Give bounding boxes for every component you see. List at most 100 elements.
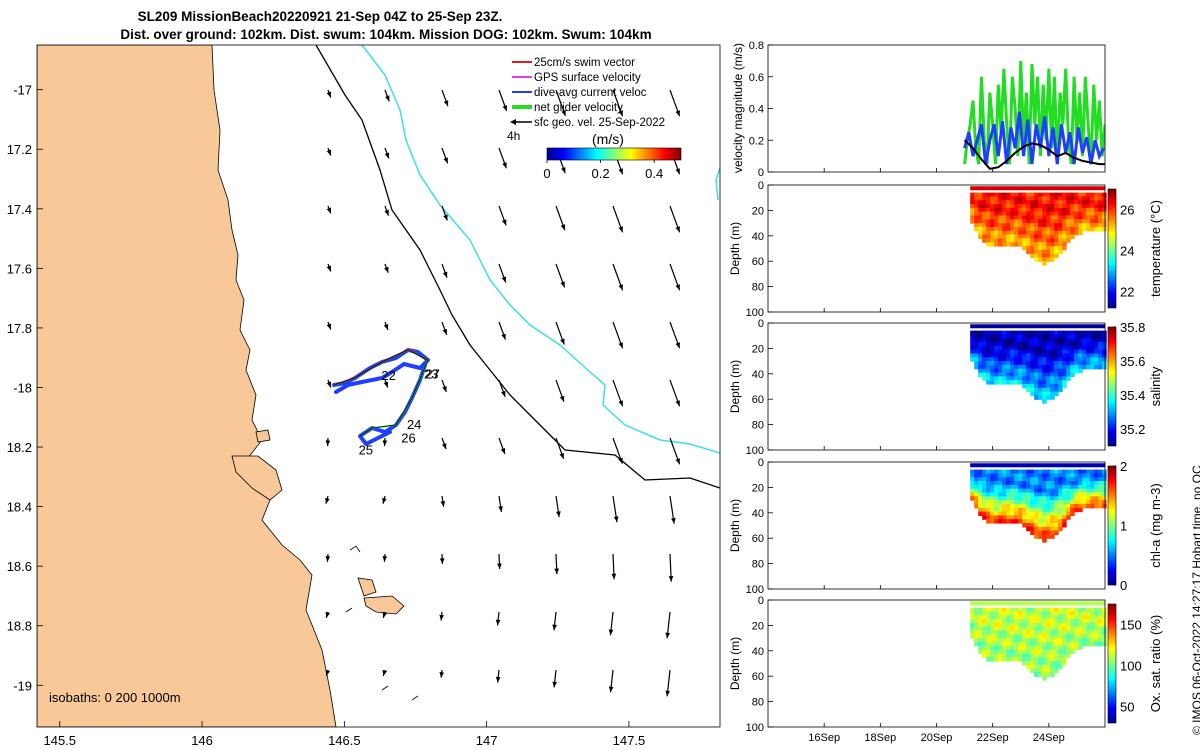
section-cell — [1074, 226, 1079, 232]
section-cell — [1022, 207, 1027, 213]
section-cell — [982, 223, 987, 228]
section-cell — [974, 349, 979, 355]
section-cell — [1030, 192, 1035, 198]
section-cell — [1014, 607, 1019, 613]
section-cell — [1034, 534, 1039, 539]
section-cell — [1050, 500, 1055, 505]
section-cell — [1058, 622, 1063, 628]
section-cell — [1026, 477, 1031, 482]
section-cell — [1066, 492, 1071, 497]
section-cell — [1026, 634, 1031, 639]
section-cell — [1046, 630, 1051, 635]
section-cell — [970, 196, 975, 201]
section-cell — [1018, 645, 1023, 651]
section-cell — [1094, 330, 1099, 336]
section-cell — [1058, 234, 1063, 239]
section-cell — [1030, 526, 1035, 532]
section-cell — [998, 481, 1003, 486]
section-cell — [1094, 200, 1099, 205]
section-cell — [998, 349, 1003, 355]
section-cell — [1014, 619, 1019, 624]
section-cell — [1026, 496, 1031, 501]
section-cell — [1054, 526, 1059, 532]
section-cell — [1002, 357, 1007, 362]
section-cell — [1078, 503, 1083, 509]
section-cell — [1026, 500, 1031, 505]
section-cell — [1034, 515, 1039, 520]
section-cell — [1034, 638, 1039, 643]
section-cell — [986, 211, 991, 217]
section-cell — [1058, 242, 1063, 247]
geo-vel-arrow-head — [326, 91, 332, 98]
section-cell — [1082, 349, 1087, 355]
section-cell — [1054, 245, 1059, 251]
section-cell — [1038, 395, 1043, 400]
section-cell — [986, 368, 991, 374]
section-cell — [1014, 615, 1019, 620]
section-cell — [1034, 364, 1039, 370]
section-cell — [986, 519, 991, 524]
section-cell — [1034, 481, 1039, 486]
section-cell — [1002, 338, 1007, 343]
depth-tick-label: 40 — [752, 231, 764, 243]
section-cell — [1062, 634, 1067, 639]
section-cell — [1058, 630, 1063, 635]
section-cell — [974, 496, 979, 501]
section-cell — [1030, 664, 1035, 670]
section-cell — [1066, 503, 1071, 509]
section-cell — [1034, 672, 1039, 677]
section-cell — [1014, 492, 1019, 497]
section-cell — [974, 211, 979, 217]
section-cell — [1042, 372, 1047, 377]
section-cell — [982, 484, 987, 490]
section-cell — [978, 372, 983, 377]
section-cell — [1022, 645, 1027, 651]
section-cell — [1066, 234, 1071, 239]
section-cell — [1042, 511, 1047, 516]
section-cell — [1050, 330, 1055, 336]
section-cell — [1042, 391, 1047, 397]
section-cell — [1022, 484, 1027, 490]
section-cell — [1042, 215, 1047, 220]
section-cell — [990, 492, 995, 497]
section-cell — [1006, 196, 1011, 201]
section-cell — [1030, 511, 1035, 516]
section-cell — [1010, 238, 1015, 243]
section-cell — [1082, 342, 1087, 347]
section-cell — [1050, 357, 1055, 362]
section-cell — [1042, 345, 1047, 351]
section-cell — [1054, 641, 1059, 647]
section-cell — [974, 607, 979, 613]
section-cell — [970, 345, 975, 351]
section-cell — [1006, 219, 1011, 224]
section-cell — [1058, 477, 1063, 482]
geo-vel-arrow-head — [501, 219, 507, 226]
section-cell — [1094, 364, 1099, 370]
speed-colorbar-ticks: 0 0.2 0.4 — [543, 160, 663, 181]
section-cell — [1014, 500, 1019, 505]
section-cell — [1054, 634, 1059, 639]
section-cell — [986, 473, 991, 478]
velocity-ylabel: velocity magnitude (m/s) — [731, 43, 745, 173]
section-cell — [1026, 353, 1031, 358]
colorbar-tick-label: 150 — [1120, 618, 1142, 633]
section-cell — [974, 200, 979, 205]
section-cell — [974, 219, 979, 224]
section-cell — [1042, 641, 1047, 647]
section-cell — [1070, 630, 1075, 635]
section-cell — [970, 342, 975, 347]
section-cell — [990, 496, 995, 501]
section-cell — [1050, 649, 1055, 654]
section-cell — [1046, 334, 1051, 339]
section-cell — [974, 226, 979, 232]
section-cell — [1050, 200, 1055, 205]
section-cell — [1050, 477, 1055, 482]
section-cell — [970, 215, 975, 220]
section-cell — [1094, 353, 1099, 358]
colorbar-tick-label: 100 — [1120, 659, 1142, 674]
section-cell — [978, 615, 983, 620]
section-cell — [1102, 196, 1107, 201]
section-cell — [1098, 334, 1103, 339]
section-cell — [1094, 361, 1099, 366]
